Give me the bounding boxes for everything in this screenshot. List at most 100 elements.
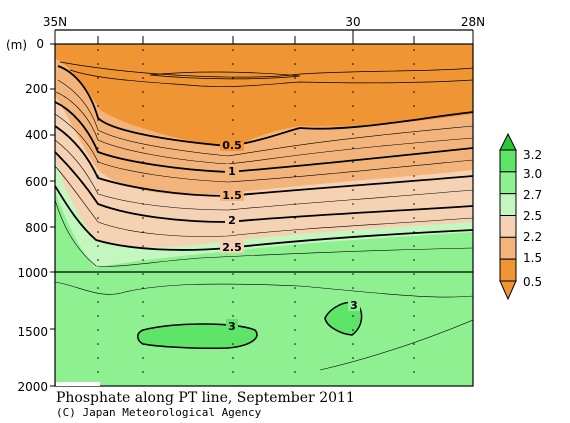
station-dot [413, 189, 415, 191]
station-dot [97, 105, 99, 107]
station-dot [352, 231, 354, 233]
station-dot [294, 371, 296, 373]
station-dot [232, 203, 234, 205]
station-dot [352, 371, 354, 373]
station-dot [413, 91, 415, 93]
station-dot [142, 371, 144, 373]
station-dot [142, 315, 144, 317]
station-dot [413, 343, 415, 345]
credit-line: (C) Japan Meteorological Agency [56, 406, 262, 419]
station-dot [294, 273, 296, 275]
y-tick-label-1500: 1500 [17, 325, 48, 339]
colorbar-label-3.2: 3.2 [523, 148, 542, 162]
colorbar: 3.2 3.0 2.7 2.5 2.2 1.5 0.5 [499, 132, 542, 301]
y-tick-label-2000: 2000 [17, 380, 48, 394]
station-dot [352, 161, 354, 163]
isoline-2 [55, 151, 473, 223]
colorbar-segment-2.2 [499, 215, 517, 238]
station-dot [413, 147, 415, 149]
station-dot [232, 63, 234, 65]
station-dot [413, 105, 415, 107]
station-dot [294, 287, 296, 289]
plot-area [55, 44, 473, 386]
colorbar-segment-1.5 [499, 236, 517, 260]
x-tick-label-28n: 28N [461, 15, 485, 29]
station-dot [97, 357, 99, 359]
isoline-2.7 [55, 199, 473, 267]
y-unit-label: (m) [6, 38, 27, 52]
isoline-1 [55, 101, 473, 173]
station-dot [413, 217, 415, 219]
station-dot [97, 189, 99, 191]
station-dot [97, 203, 99, 205]
contour-label-2.5: 2.5 [222, 241, 242, 254]
station-dot [142, 49, 144, 51]
plot-frame [54, 43, 474, 387]
station-dot [97, 371, 99, 373]
station-dot [413, 245, 415, 247]
band-orange [55, 44, 473, 148]
station-dot [413, 63, 415, 65]
y-axis-ticks [50, 43, 55, 387]
station-dot [352, 91, 354, 93]
station-dot [97, 343, 99, 345]
station-dot [352, 217, 354, 219]
station-dot [232, 259, 234, 261]
station-dot [232, 231, 234, 233]
station-dot [142, 287, 144, 289]
station-dot [232, 357, 234, 359]
isoline-deep-2 [319, 319, 473, 371]
station-dot [294, 343, 296, 345]
station-dot [97, 301, 99, 303]
station-markers [97, 49, 415, 373]
station-dot [294, 133, 296, 135]
station-dot [294, 357, 296, 359]
contour-label-3-b: 3 [350, 299, 358, 312]
station-dot [97, 63, 99, 65]
station-dot [413, 273, 415, 275]
station-dot [352, 315, 354, 317]
station-dot [97, 49, 99, 51]
y-tick-label-400: 400 [25, 128, 48, 142]
contour-label-3-a: 3 [228, 320, 236, 333]
station-dot [352, 77, 354, 79]
station-dot [97, 273, 99, 275]
contour-label-0.5: 0.5 [222, 139, 242, 152]
isoline-0.5-1 [57, 79, 473, 157]
station-dot [142, 259, 144, 261]
station-dot [232, 119, 234, 121]
colorbar-segment-3.0 [499, 149, 517, 173]
station-dot [294, 189, 296, 191]
station-dot [413, 175, 415, 177]
station-dot [97, 329, 99, 331]
colorbar-segment-2.5 [499, 193, 517, 217]
station-dot [232, 91, 234, 93]
isoline-2.5 [55, 185, 473, 251]
station-dot [97, 133, 99, 135]
station-dot [294, 63, 296, 65]
station-dot [413, 301, 415, 303]
y-tick-label-200: 200 [25, 82, 48, 96]
station-dot [413, 231, 415, 233]
station-dot [294, 329, 296, 331]
station-dot [413, 357, 415, 359]
contour-label-1: 1 [228, 165, 236, 178]
station-dot [232, 105, 234, 107]
station-dot [294, 161, 296, 163]
station-dot [413, 371, 415, 373]
station-dot [232, 77, 234, 79]
station-dot [142, 119, 144, 121]
x-tick-label-30: 30 [345, 15, 360, 29]
station-dot [294, 105, 296, 107]
station-dot [142, 203, 144, 205]
station-dot [142, 301, 144, 303]
station-dot [352, 287, 354, 289]
station-dot [142, 77, 144, 79]
isoline-shallow-2 [69, 69, 473, 87]
chart-title: Phosphate along PT line, September 2011 [56, 390, 355, 406]
station-dot [413, 133, 415, 135]
station-dot [142, 161, 144, 163]
station-dot [352, 203, 354, 205]
station-dot [294, 49, 296, 51]
isoline-shallow-3 [149, 71, 301, 80]
